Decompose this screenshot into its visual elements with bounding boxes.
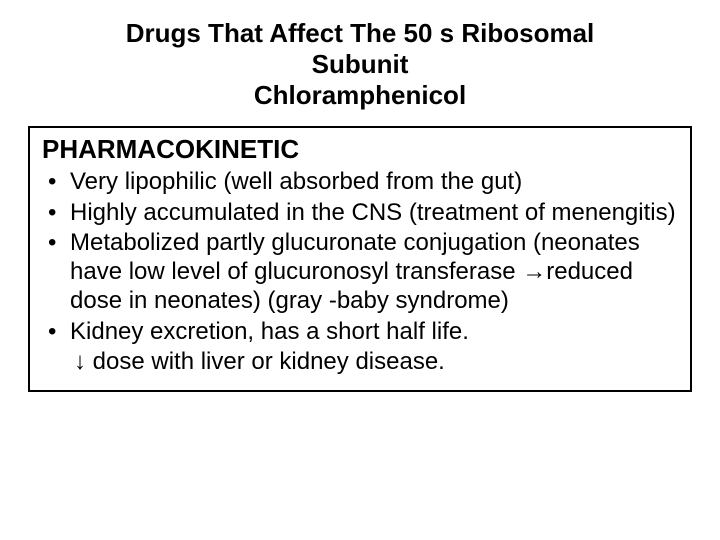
content-box: PHARMACOKINETIC Very lipophilic (well ab… <box>28 126 692 393</box>
list-item: Highly accumulated in the CNS (treatment… <box>70 198 678 227</box>
section-heading: PHARMACOKINETIC <box>42 134 678 166</box>
title-line-1: Drugs That Affect The 50 s Ribosomal <box>68 18 652 49</box>
title-line-2: Subunit <box>68 49 652 80</box>
title-line-3: Chloramphenicol <box>68 80 652 111</box>
bullet-list: Very lipophilic (well absorbed from the … <box>42 167 678 346</box>
list-item: Kidney excretion, has a short half life. <box>70 317 678 346</box>
list-item: Very lipophilic (well absorbed from the … <box>70 167 678 196</box>
final-line: ↓ dose with liver or kidney disease. <box>46 347 678 376</box>
list-item: Metabolized partly glucuronate conjugati… <box>70 228 678 316</box>
slide-title: Drugs That Affect The 50 s Ribosomal Sub… <box>28 18 692 112</box>
